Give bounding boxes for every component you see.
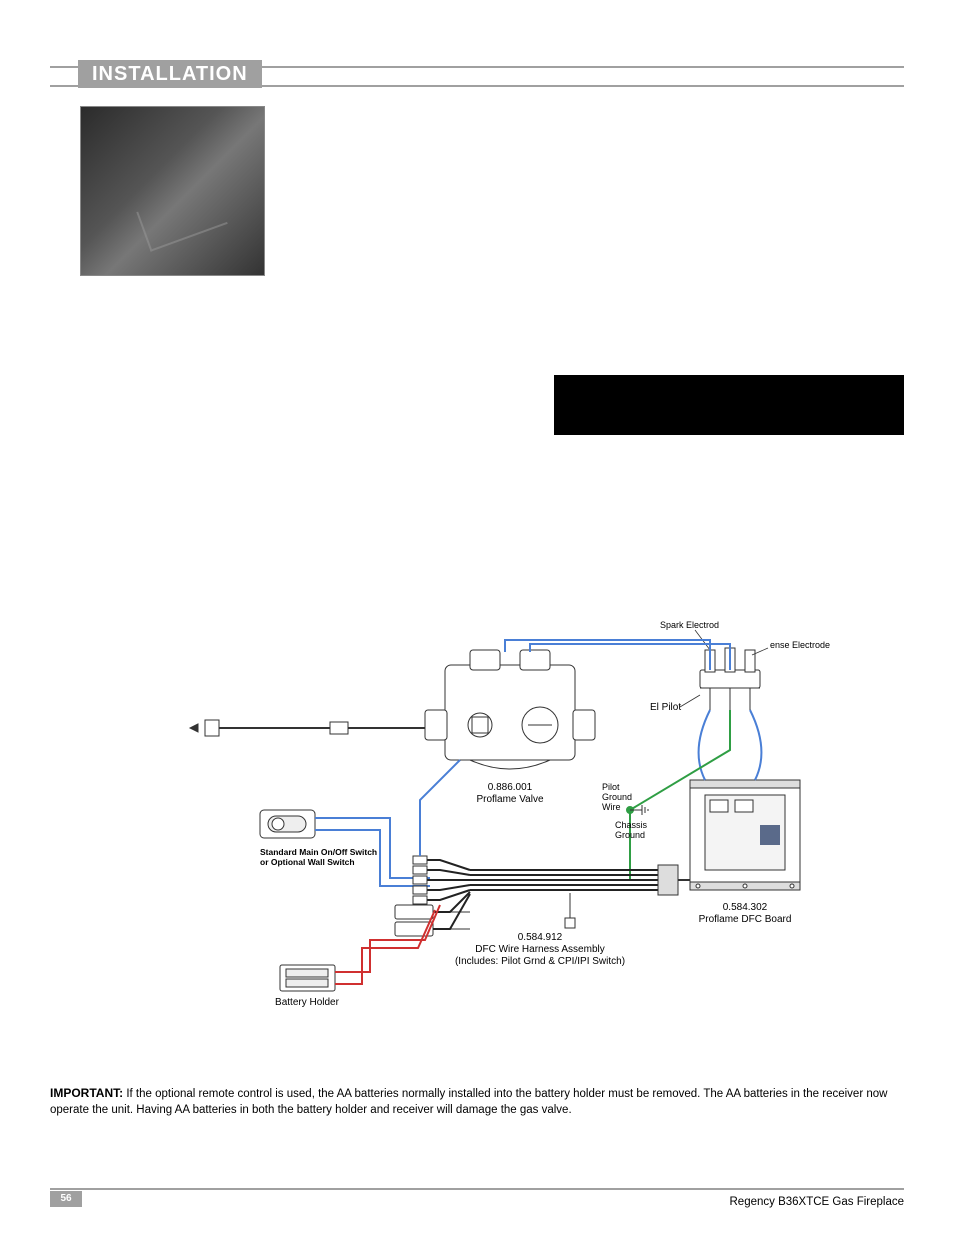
wiring-diagram-svg: 0.886.001 Proflame Valve Spark Electrod … xyxy=(170,610,850,1010)
chassis-ground-label-2: Ground xyxy=(615,830,645,840)
spark-electrode-label: Spark Electrod xyxy=(660,620,719,630)
warning-blackbox xyxy=(554,375,904,435)
important-note: IMPORTANT: If the optional remote contro… xyxy=(50,1085,904,1118)
footer-product: Regency B36XTCE Gas Fireplace xyxy=(730,1196,905,1208)
pilot-ground-label-3: Wire xyxy=(602,802,621,812)
important-text: If the optional remote control is used, … xyxy=(50,1088,887,1116)
blue-wire-valve-bottom xyxy=(420,760,460,856)
section-header: INSTALLATION xyxy=(50,60,904,88)
pilot-label: El Pilot xyxy=(650,702,681,713)
valve-code-label: 0.886.001 xyxy=(488,782,533,793)
harness-includes-label: (Includes: Pilot Grnd & CPI/IPI Switch) xyxy=(455,956,625,967)
section-title: INSTALLATION xyxy=(78,60,262,88)
sense-electrode-label: ense Electrode xyxy=(770,640,830,650)
pilot-ground-label-1: Pilot xyxy=(602,782,620,792)
harness-name-label: DFC Wire Harness Assembly xyxy=(475,944,604,955)
install-photo xyxy=(80,106,265,276)
wire-harness xyxy=(413,856,690,929)
important-label: IMPORTANT: xyxy=(50,1086,123,1100)
battery-holder xyxy=(280,965,335,991)
chassis-ground-icon xyxy=(630,805,648,815)
footer-rule xyxy=(50,1188,904,1190)
board-name-label: Proflame DFC Board xyxy=(699,914,792,925)
battery-holder-label: Battery Holder xyxy=(275,997,340,1008)
switch-label-1: Standard Main On/Off Switch xyxy=(260,847,377,857)
switch-label-2: or Optional Wall Switch xyxy=(260,857,355,867)
pilot-ground-label-2: Ground xyxy=(602,792,632,802)
dfc-board xyxy=(690,780,800,890)
board-code-label: 0.584.302 xyxy=(723,902,768,913)
harness-code-label: 0.584.912 xyxy=(518,932,563,943)
wiring-diagram: 0.886.001 Proflame Valve Spark Electrod … xyxy=(170,610,850,1010)
page-number: 56 xyxy=(50,1191,82,1207)
proflame-valve xyxy=(425,650,595,769)
chassis-ground-label-1: Chassis xyxy=(615,820,648,830)
valve-name-label: Proflame Valve xyxy=(476,794,544,805)
gas-inlet xyxy=(190,720,425,736)
onoff-switch xyxy=(260,810,315,838)
manual-page: INSTALLATION 0.886.001 Proflame Valve xyxy=(0,0,954,1235)
